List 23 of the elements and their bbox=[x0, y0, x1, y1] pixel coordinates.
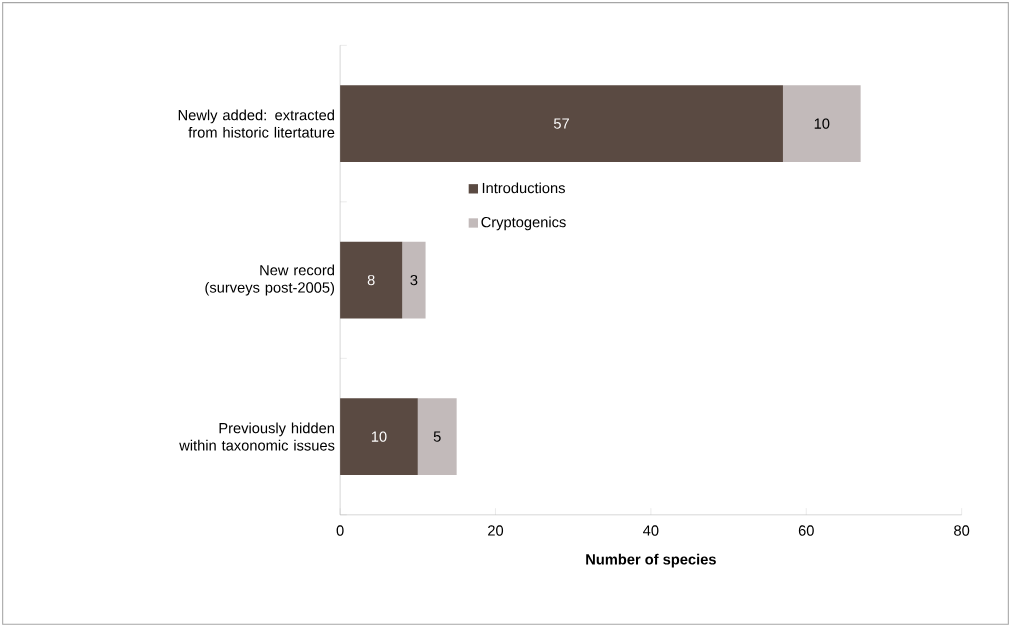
legend-label: Cryptogenics bbox=[481, 216, 566, 231]
data-label: 10 bbox=[371, 431, 387, 442]
data-label: 57 bbox=[553, 118, 569, 129]
bar bbox=[417, 398, 457, 475]
legend-label: Introductions bbox=[482, 182, 565, 194]
bar bbox=[782, 85, 861, 162]
bar bbox=[340, 85, 783, 162]
x-tick-label: 60 bbox=[798, 525, 814, 536]
x-tick-label: 80 bbox=[954, 525, 970, 536]
x-tick-label: 0 bbox=[336, 525, 344, 536]
x-axis-title: Number of species bbox=[586, 553, 716, 568]
y-tick-label: Newly added: extracted from historic litertature bbox=[178, 109, 335, 138]
data-label: 5 bbox=[433, 431, 441, 442]
bar bbox=[340, 241, 403, 319]
y-tick-label: Previously hidden within taxonomic issues bbox=[179, 422, 335, 451]
bar bbox=[402, 241, 426, 319]
x-tick-label: 40 bbox=[643, 525, 659, 536]
bar bbox=[340, 398, 418, 475]
x-tick-label: 20 bbox=[488, 525, 504, 536]
data-label: 8 bbox=[367, 274, 375, 286]
data-label: 10 bbox=[814, 118, 830, 129]
data-label: 3 bbox=[410, 274, 418, 286]
y-tick-label: New record (surveys post-2005) bbox=[205, 264, 335, 296]
